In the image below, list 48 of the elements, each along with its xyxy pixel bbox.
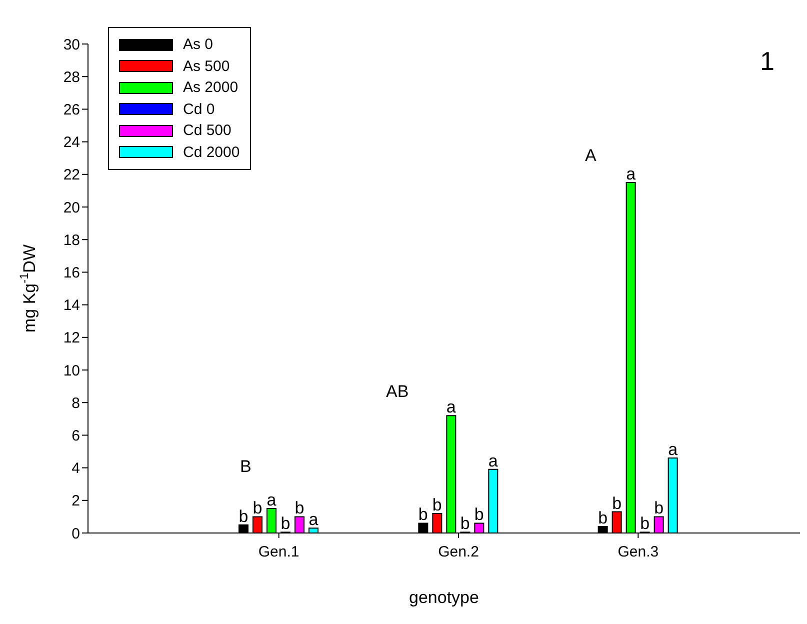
data-label: a [308, 510, 319, 530]
data-label: b [474, 505, 484, 524]
annotation: 1 [760, 46, 774, 76]
y-tick-label: 14 [63, 297, 80, 314]
y-tick-label: 10 [63, 362, 80, 380]
annotation: A [585, 146, 596, 165]
x-tick-label: Gen.1 [258, 544, 300, 561]
legend-label: Cd 500 [183, 122, 232, 140]
x-tick-label: Gen.3 [618, 544, 659, 561]
legend-label: Cd 2000 [183, 144, 240, 161]
y-tick-label: 18 [63, 232, 80, 249]
y-tick-label: 28 [63, 68, 80, 86]
y-tick-label: 0 [72, 525, 80, 542]
y-tick-label: 8 [72, 394, 80, 412]
y-tick-label: 26 [63, 102, 80, 119]
data-label: a [488, 451, 498, 470]
data-label: a [668, 440, 678, 460]
data-label: a [446, 398, 456, 417]
y-tick-label: 16 [63, 264, 80, 282]
legend-label: As 2000 [183, 79, 238, 96]
data-label: a [266, 490, 277, 510]
legend-label: As 500 [183, 58, 230, 75]
x-tick-label: Gen.2 [438, 544, 479, 561]
data-label: b [238, 506, 248, 526]
y-tick-label: 24 [63, 134, 80, 152]
data-label: b [640, 514, 650, 534]
data-label: b [418, 505, 428, 524]
y-tick-label: 22 [63, 166, 80, 184]
data-label: b [294, 498, 304, 518]
data-label: b [280, 514, 290, 534]
data-label: b [612, 494, 622, 513]
legend-label: Cd 0 [183, 100, 215, 118]
data-label: b [654, 498, 664, 518]
x-axis-title: genotype [409, 588, 479, 607]
y-tick-label: 4 [72, 460, 80, 478]
annotation: AB [386, 382, 409, 401]
legend-label: As 0 [183, 36, 214, 54]
y-tick-label: 30 [63, 36, 80, 54]
data-label: a [626, 164, 636, 184]
y-tick-label: 20 [63, 199, 80, 216]
y-tick-label: 2 [72, 492, 80, 510]
data-label: b [460, 514, 470, 534]
y-tick-label: 6 [72, 428, 80, 445]
data-label: b [598, 508, 608, 528]
data-label: b [252, 498, 262, 518]
y-tick-label: 12 [63, 330, 80, 347]
data-label: b [432, 495, 442, 514]
annotation: B [240, 457, 252, 476]
